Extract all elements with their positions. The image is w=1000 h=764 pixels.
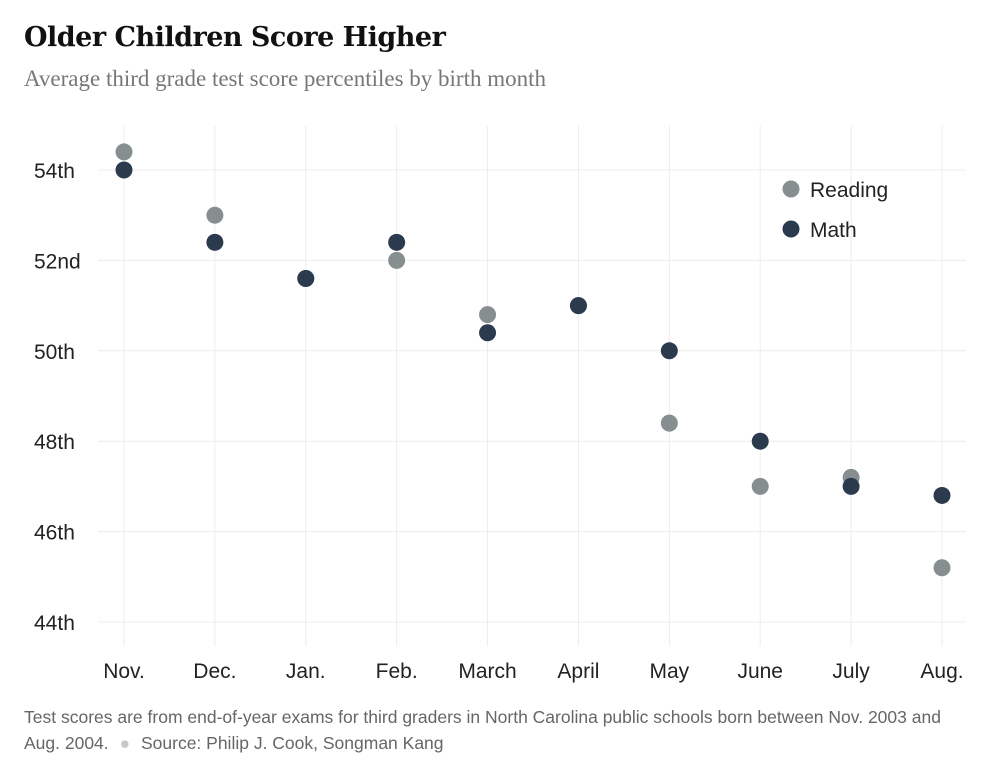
scatter-chart: 44th 46th 48th 50th 52nd 54th Nov. Dec. Jan. Feb… [34,126,966,683]
y-tick-label: 46th [34,522,75,545]
y-tick-label: 44th [34,612,75,635]
y-tick-label: 48th [34,431,75,454]
point-reading [388,251,406,269]
point-math [297,269,315,287]
chart-footer: Test scores are from end-of-year exams f… [24,704,974,756]
x-axis-labels: Nov. Dec. Jan. Feb. March April May June July Aug… [103,660,963,683]
legend-label-math: Math [810,219,857,242]
point-reading [933,559,951,577]
point-math [206,233,224,251]
point-reading [660,414,678,432]
x-tick-label: Nov. [103,660,145,683]
legend: Reading Math [782,179,888,242]
point-reading [115,143,133,161]
point-reading [751,477,769,495]
point-math [115,161,133,179]
point-reading [206,206,224,224]
grid-layer [98,126,966,646]
point-math [660,342,678,360]
x-tick-label: Jan. [286,660,326,683]
chart-title: Older Children Score Higher [24,22,446,53]
footer-note: Test scores are from end-of-year exams f… [24,707,941,753]
x-tick-label: Aug. [920,660,963,683]
data-points [115,143,951,577]
y-axis-labels: 44th 46th 48th 50th 52nd 54th [34,160,81,635]
legend-marker-math [782,220,800,238]
point-math [569,297,587,315]
y-tick-label: 50th [34,341,75,364]
y-tick-label: 52nd [34,250,81,273]
x-tick-label: April [557,660,599,683]
x-tick-label: Feb. [376,660,418,683]
x-tick-label: Dec. [193,660,236,683]
x-tick-label: May [649,660,689,683]
x-tick-label: July [832,660,870,683]
point-math [751,432,769,450]
point-math [388,233,406,251]
legend-label-reading: Reading [810,179,888,202]
footer-source: Source: Philip J. Cook, Songman Kang [140,733,444,753]
chart-subtitle: Average third grade test score percentil… [24,66,547,91]
point-math [933,486,951,504]
x-tick-label: March [458,660,516,683]
y-tick-label: 54th [34,160,75,183]
point-reading [479,306,497,324]
separator-dot-icon: ● [119,733,131,753]
point-math [479,324,497,342]
legend-marker-reading [782,180,800,198]
point-math [842,477,860,495]
x-tick-label: June [737,660,783,683]
